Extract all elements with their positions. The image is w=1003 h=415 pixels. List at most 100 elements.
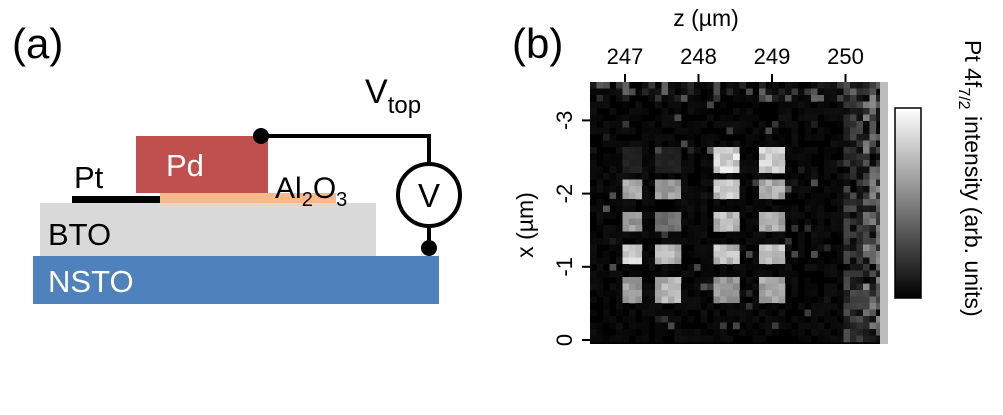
heatmap-pixel [655,329,662,336]
heatmap-pixel [876,199,883,206]
heatmap-pixel [668,322,675,330]
heatmap-pixel [759,257,766,265]
heatmap-pixel [804,186,812,193]
heatmap-pixel [713,153,721,161]
heatmap-pixel [733,238,740,245]
heatmap-pixel [661,322,669,330]
heatmap-pixel [674,316,682,323]
heatmap-pixel [655,290,662,297]
heatmap-pixel [850,316,857,323]
heatmap-pixel [785,303,792,310]
heatmap-pixel [707,166,714,174]
heatmap-pixel [596,205,604,213]
panel-b-label: (b) [512,20,563,67]
heatmap-pixel [681,290,688,297]
heatmap-pixel [856,101,864,109]
heatmap-pixel [596,264,604,271]
heatmap-pixel [661,257,669,265]
heatmap-pixel [746,88,753,96]
heatmap-pixel [590,160,597,167]
heatmap-pixel [856,121,864,128]
heatmap-pixel [726,296,734,304]
heatmap-pixel [824,101,831,109]
heatmap-pixel [616,160,623,167]
heatmap-pixel [590,277,597,284]
heatmap-pixel [733,192,740,200]
heatmap-pixel [746,303,753,310]
heatmap-pixel [876,95,883,102]
heatmap-pixel [837,199,844,206]
heatmap-pixel [804,121,812,128]
heatmap-pixel [674,296,682,304]
heatmap-pixel [837,82,844,89]
colorbar-label: Pt 4f7/2 intensity (arb. units) [955,40,986,317]
heatmap-pixel [642,290,649,297]
heatmap-pixel [739,173,747,180]
heatmap-pixel [746,283,753,291]
heatmap-pixel [635,173,643,180]
heatmap-pixel [668,296,675,304]
heatmap-pixel [674,257,682,265]
heatmap-pixel [811,251,818,258]
heatmap-pixel [726,173,734,180]
heatmap-pixel [752,218,760,226]
heatmap-pixel [733,270,740,278]
heatmap-pixel [824,309,831,317]
heatmap-pixel [778,264,786,271]
heatmap-pixel [720,277,727,284]
heatmap-pixel [824,231,831,239]
heatmap-pixel [668,257,675,265]
heatmap-pixel [739,108,747,115]
heatmap-pixel [739,114,747,122]
heatmap-pixel [778,277,786,284]
heatmap-pixel [655,270,662,278]
heatmap-pixel [713,277,721,284]
heatmap-pixel [707,160,714,167]
heatmap-pixel [687,316,695,323]
heatmap-pixel [668,290,675,297]
heatmap-pixel [674,283,682,291]
heatmap-pixel [863,283,870,291]
heatmap-pixel [694,283,701,291]
heatmap-pixel [856,179,864,187]
heatmap-pixel [817,335,825,343]
heatmap-pixel [590,153,597,161]
heatmap-pixel [707,95,714,102]
heatmap-pixel [843,218,851,226]
heatmap-pixel [850,199,857,206]
heatmap-pixel [850,277,857,284]
heatmap-pixel [648,82,656,89]
heatmap-pixel [759,264,766,271]
heatmap-pixel [863,88,870,96]
heatmap-pixel [655,244,662,252]
heatmap-pixel [772,257,779,265]
heatmap-pixel [622,186,630,193]
heatmap-pixel [817,101,825,109]
heatmap-pixel [590,166,597,174]
heatmap-pixel [785,114,792,122]
heatmap-pixel [746,329,753,336]
heatmap-pixel [674,231,682,239]
heatmap-pixel [694,127,701,135]
heatmap-pixel [609,173,617,180]
heatmap-pixel [759,95,766,102]
heatmap-pixel [765,134,773,141]
heatmap-pixel [603,153,610,161]
heatmap-pixel [648,166,656,174]
heatmap-pixel [791,95,799,102]
heatmap-pixel [674,140,682,148]
heatmap-pixel [733,309,740,317]
heatmap-pixel [817,257,825,265]
heatmap-pixel [876,231,883,239]
heatmap-pixel [863,108,870,115]
heatmap-pixel [869,95,877,102]
heatmap-pixel [759,283,766,291]
heatmap-pixel [778,244,786,252]
heatmap-pixel [687,82,695,89]
heatmap-pixel [720,257,727,265]
heatmap-pixel [661,212,669,219]
heatmap-pixel [765,277,773,284]
heatmap-pixel [648,264,656,271]
heatmap-pixel [629,231,636,239]
top-contact-dot [253,128,269,144]
